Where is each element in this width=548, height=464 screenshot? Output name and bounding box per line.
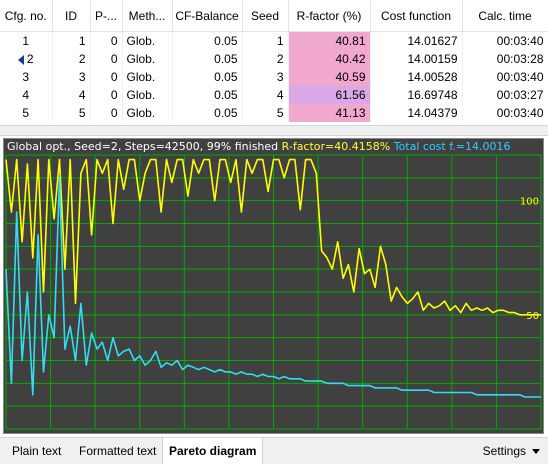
settings-label: Settings (482, 444, 526, 458)
chart-header: Global opt., Seed=2, Steps=42500, 99% fi… (7, 139, 511, 154)
cell-r-factor: 61.56 (288, 86, 371, 104)
results-table-panel: Cfg. no. ID P-... Meth... CF-Balance See… (0, 0, 548, 125)
cell-p: 0 (90, 31, 123, 50)
cell-time: 00:03:40 (462, 31, 548, 50)
cell-p: 0 (90, 86, 123, 104)
cell-cost: 14.00528 (370, 68, 463, 86)
column-header-seed[interactable]: Seed (242, 0, 289, 32)
cell-cf-balance: 0.05 (172, 104, 243, 122)
cell-cf-balance: 0.05 (172, 50, 243, 68)
cell-time: 00:03:28 (462, 50, 548, 68)
cell-p: 0 (90, 68, 123, 86)
cell-method: Glob. (122, 104, 173, 122)
cell-seed: 2 (242, 50, 289, 68)
cell-cost: 14.01627 (370, 31, 463, 50)
panel-splitter[interactable] (0, 125, 548, 136)
column-header-id[interactable]: ID (52, 0, 91, 32)
series-line-total-cost (5, 176, 541, 398)
column-header-calc-time[interactable]: Calc. time (462, 0, 548, 32)
cell-p: 0 (90, 50, 123, 68)
cell-seed: 5 (242, 104, 289, 122)
cell-seed: 4 (242, 86, 289, 104)
table-header-row: Cfg. no. ID P-... Meth... CF-Balance See… (0, 0, 548, 32)
cell-id: 2 (52, 50, 91, 68)
cell-seed: 1 (242, 31, 289, 50)
chevron-down-icon (532, 449, 540, 455)
cell-time: 00:03:40 (462, 68, 548, 86)
chart-run-info: Global opt., Seed=2, Steps=42500, 99% fi… (7, 140, 279, 153)
column-header-cf-balance[interactable]: CF-Balance (172, 0, 243, 32)
cell-time: 00:03:40 (462, 104, 548, 122)
y-tick-label: 50 (526, 311, 539, 322)
tab-formatted-text[interactable]: Formatted text (79, 444, 157, 458)
column-header-cost-function[interactable]: Cost function (370, 0, 463, 32)
cell-cost: 14.04379 (370, 104, 463, 122)
series-line-r-factor (5, 158, 541, 316)
cell-r-factor: 40.42 (288, 50, 371, 68)
settings-dropdown-button[interactable]: Settings (483, 438, 540, 464)
cell-time: 00:03:27 (462, 86, 548, 104)
y-tick-label: 100 (520, 197, 539, 208)
cell-cost: 16.69748 (370, 86, 463, 104)
column-header-cfg[interactable]: Cfg. no. (0, 0, 53, 32)
current-row-marker-icon (17, 54, 24, 65)
table-row[interactable]: 4 4 0 Glob. 0.05 4 61.56 16.69748 00:03:… (0, 86, 548, 104)
table-row-selected[interactable]: 2 2 0 Glob. 0.05 2 40.42 14.00159 00:03:… (0, 50, 548, 68)
pareto-chart: 100 50 Global opt., Seed=2, Steps=42500, … (3, 138, 544, 434)
cell-id: 5 (52, 104, 91, 122)
cell-r-factor: 41.13 (288, 104, 371, 122)
cell-cf-balance: 0.05 (172, 68, 243, 86)
column-header-r-factor[interactable]: R-factor (%) (288, 0, 371, 32)
pareto-chart-panel: 100 50 Global opt., Seed=2, Steps=42500, … (0, 136, 548, 437)
cell-r-factor: 40.59 (288, 68, 371, 86)
tab-pareto-diagram[interactable]: Pareto diagram (162, 438, 264, 464)
cell-method: Glob. (122, 50, 173, 68)
chart-rfactor-label: R-factor=40.4158% (281, 140, 391, 153)
cell-seed: 3 (242, 68, 289, 86)
cell-r-factor: 40.81 (288, 31, 371, 50)
cell-cfg: 5 (0, 104, 53, 122)
cell-cost: 14.00159 (370, 50, 463, 68)
pareto-plot-svg: 100 50 (5, 154, 542, 430)
cell-cf-balance: 0.05 (172, 86, 243, 104)
cell-cfg: 1 (0, 31, 53, 50)
tab-plain-text[interactable]: Plain text (12, 444, 62, 458)
table-row[interactable]: 3 3 0 Glob. 0.05 3 40.59 14.00528 00:03:… (0, 68, 548, 86)
cell-id: 4 (52, 86, 91, 104)
column-header-method[interactable]: Meth... (122, 0, 173, 32)
chart-cost-label: Total cost f.=14.0016 (393, 140, 511, 153)
cell-method: Glob. (122, 68, 173, 86)
cell-cfg: 3 (0, 68, 53, 86)
cell-cfg: 2 (0, 50, 53, 68)
column-header-p[interactable]: P-... (90, 0, 123, 32)
cell-p: 0 (90, 104, 123, 122)
cell-method: Glob. (122, 31, 173, 50)
cell-method: Glob. (122, 86, 173, 104)
cell-id: 3 (52, 68, 91, 86)
view-tabbar: Plain text Formatted text Pareto diagram… (0, 437, 548, 464)
cell-cfg: 4 (0, 86, 53, 104)
table-row[interactable]: 5 5 0 Glob. 0.05 5 41.13 14.04379 00:03:… (0, 104, 548, 122)
results-table: Cfg. no. ID P-... Meth... CF-Balance See… (0, 0, 548, 122)
cell-cfg-value: 2 (26, 52, 34, 66)
table-row[interactable]: 1 1 0 Glob. 0.05 1 40.81 14.01627 00:03:… (0, 31, 548, 50)
cell-cf-balance: 0.05 (172, 31, 243, 50)
cell-id: 1 (52, 31, 91, 50)
